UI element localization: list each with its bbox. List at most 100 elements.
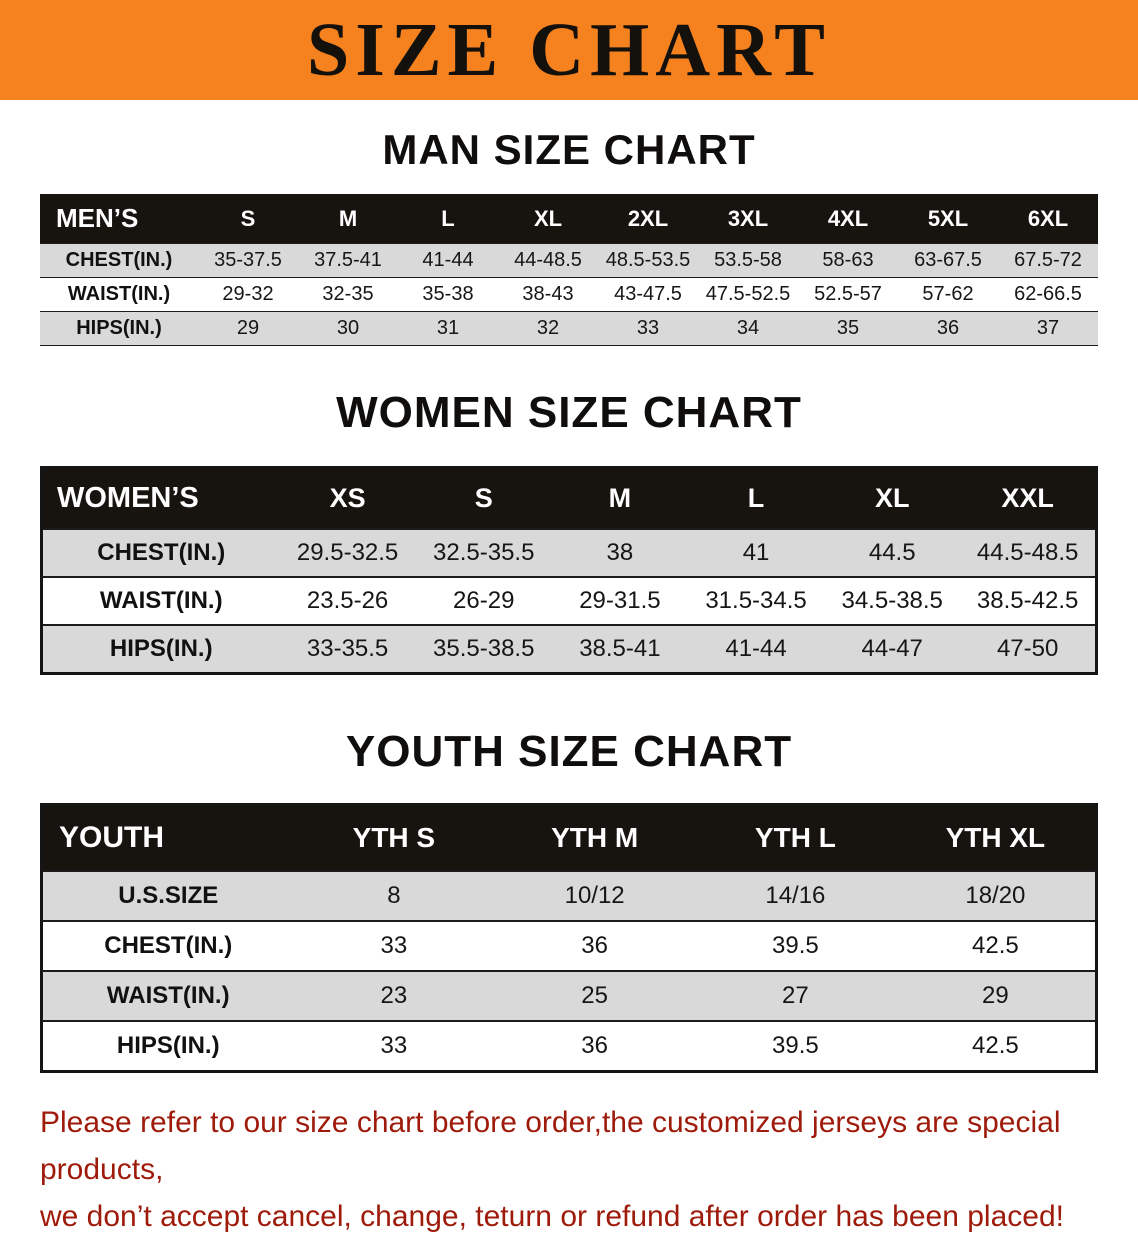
size-column-header: XS [279, 467, 416, 529]
size-column-header: YTH XL [895, 804, 1097, 871]
disclaimer: Please refer to our size chart before or… [40, 1099, 1098, 1240]
disclaimer-line-2: we don’t accept cancel, change, teturn o… [40, 1200, 1064, 1233]
row-label: WAIST(IN.) [67, 283, 171, 305]
size-value: 67.5-72 [1014, 249, 1082, 271]
row-label: CHEST(IN.) [65, 249, 173, 271]
size-value: 23 [380, 982, 408, 1009]
size-value: 31.5-34.5 [705, 587, 807, 614]
size-value: 33 [380, 1032, 408, 1059]
size-value: 36 [936, 317, 960, 339]
men-size-table: MEN’S S M L XL 2XL 3XL 4XL 5XL 6XL CHEST(IN.) 35-37… [40, 194, 1098, 346]
size-value: 25 [581, 982, 608, 1009]
header-row: WOMEN’S XS S M L XL XXL [41, 467, 1097, 529]
men-size-section: MAN SIZE CHART MEN’S S M L XL 2XL 3XL 4XL 5XL 6XL… [0, 126, 1138, 346]
table-row: WAIST(IN.) 29-32 32-35 35-38 38-43 43-47.5 47.… [40, 277, 1098, 312]
youth-size-table: YOUTH YTH S YTH M YTH L YTH XL U.S.SIZE 8 10/12… [40, 803, 1098, 1073]
size-column-header: XL [824, 467, 961, 529]
size-value: 37 [1036, 317, 1060, 339]
size-value: 38-43 [522, 283, 574, 305]
size-value: 8 [387, 882, 401, 909]
size-value: 26-29 [453, 587, 515, 614]
disclaimer-line-1: Please refer to our size chart before or… [40, 1106, 1061, 1186]
size-value: 41-44 [422, 249, 474, 271]
size-value: 36 [581, 932, 608, 959]
women-size-table: WOMEN’S XS S M L XL XXL CHEST(IN.) 29.5-32.5 32.5… [40, 466, 1098, 675]
size-column-header: S [415, 467, 552, 529]
size-value: 41-44 [725, 635, 787, 662]
size-value: 30 [336, 317, 360, 339]
size-value: 33-35.5 [306, 635, 389, 662]
size-value: 32 [536, 317, 560, 339]
size-value: 48.5-53.5 [605, 249, 691, 271]
row-label-header: MEN’S [40, 194, 198, 244]
size-value: 34.5-38.5 [841, 587, 943, 614]
size-value: 63-67.5 [914, 249, 982, 271]
row-label-header: WOMEN’S [41, 467, 280, 529]
size-column-header: 6XL [998, 194, 1098, 244]
size-column-header: XL [498, 194, 598, 244]
size-column-header: YTH L [695, 804, 896, 871]
men-size-heading: MAN SIZE CHART [382, 126, 756, 173]
size-value: 57-62 [922, 283, 974, 305]
size-value: 38.5-41 [579, 635, 661, 662]
size-value: 44.5-48.5 [976, 539, 1079, 566]
size-column-header: 2XL [598, 194, 698, 244]
table-row: CHEST(IN.) 33 36 39.5 42.5 [41, 921, 1097, 971]
size-value: 52.5-57 [814, 283, 882, 305]
size-value: 23.5-26 [306, 587, 389, 614]
size-value: 36 [581, 1032, 608, 1059]
size-value: 10/12 [564, 882, 625, 909]
row-label: CHEST(IN.) [97, 539, 226, 566]
size-value: 29 [236, 317, 260, 339]
table-row: CHEST(IN.) 35-37.5 37.5-41 41-44 44-48.5 48.5… [40, 243, 1098, 278]
size-value: 35-38 [422, 283, 474, 305]
youth-size-heading: YOUTH SIZE CHART [345, 727, 793, 776]
size-value: 42.5 [972, 932, 1019, 959]
row-label: HIPS(IN.) [76, 317, 162, 339]
size-value: 29-32 [222, 283, 274, 305]
table-row: HIPS(IN.) 33 36 39.5 42.5 [41, 1021, 1097, 1072]
size-value: 41 [742, 539, 770, 566]
size-column-header: 4XL [798, 194, 898, 244]
size-value: 43-47.5 [614, 283, 682, 305]
table-row: HIPS(IN.) 33-35.5 35.5-38.5 38.5-41 41-44 44-… [41, 625, 1097, 674]
table-row: U.S.SIZE 8 10/12 14/16 18/20 [41, 871, 1097, 921]
size-value: 33 [380, 932, 408, 959]
women-size-heading: WOMEN SIZE CHART [336, 388, 802, 437]
size-value: 32-35 [322, 283, 374, 305]
size-value: 37.5-41 [314, 249, 382, 271]
row-label-header: YOUTH [41, 804, 294, 871]
size-value: 29.5-32.5 [296, 539, 399, 566]
size-value: 58-63 [822, 249, 874, 271]
size-value: 62-66.5 [1014, 283, 1082, 305]
size-value: 38 [606, 539, 634, 566]
row-label: U.S.SIZE [118, 882, 219, 909]
row-label: HIPS(IN.) [116, 1032, 220, 1059]
size-value: 53.5-58 [714, 249, 782, 271]
size-value: 35-37.5 [214, 249, 282, 271]
size-column-header: L [687, 467, 825, 529]
size-value: 34 [736, 317, 760, 339]
table-row: WAIST(IN.) 23 25 27 29 [41, 971, 1097, 1021]
size-value: 39.5 [772, 932, 819, 959]
header-row: YOUTH YTH S YTH M YTH L YTH XL [41, 804, 1097, 871]
size-value: 47-50 [996, 635, 1059, 662]
size-column-header: YTH M [494, 804, 695, 871]
row-label: WAIST(IN.) [106, 982, 230, 1009]
banner-title: SIZE CHART [306, 7, 831, 92]
size-column-header: YTH S [293, 804, 495, 871]
table-row: WAIST(IN.) 23.5-26 26-29 29-31.5 31.5-34.5 34… [41, 577, 1097, 625]
table-row: CHEST(IN.) 29.5-32.5 32.5-35.5 38 41 44.5 44.5… [41, 529, 1097, 577]
row-label: CHEST(IN.) [104, 932, 233, 959]
size-value: 29 [982, 982, 1009, 1009]
size-value: 31 [436, 317, 460, 339]
size-value: 44-47 [861, 635, 923, 662]
size-value: 33 [636, 317, 660, 339]
size-value: 29-31.5 [579, 587, 661, 614]
size-column-header: 5XL [898, 194, 998, 244]
size-chart-banner: SIZE CHART [0, 0, 1138, 100]
table-row: HIPS(IN.) 29 30 31 32 33 34 35 36 37 [40, 311, 1098, 346]
size-value: 18/20 [965, 882, 1026, 909]
size-column-header: 3XL [698, 194, 798, 244]
women-size-section: WOMEN SIZE CHART WOMEN’S XS S M L XL XXL CHEST(… [0, 388, 1138, 675]
